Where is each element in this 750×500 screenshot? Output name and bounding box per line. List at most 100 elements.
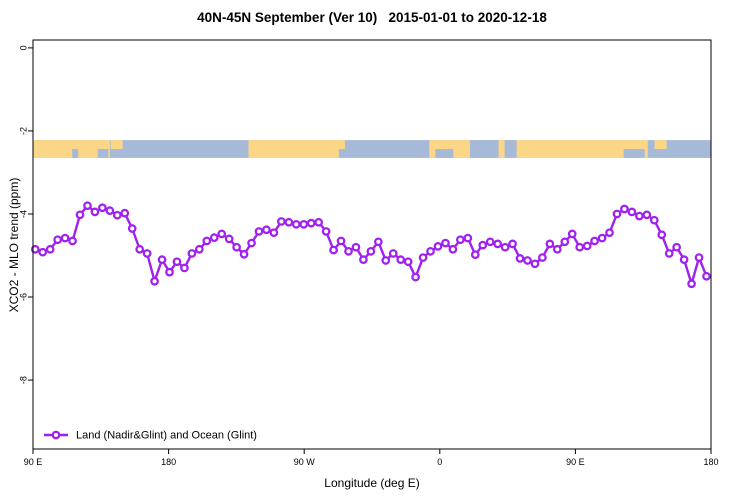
land-island	[110, 140, 123, 149]
data-point-marker	[381, 256, 391, 265]
data-point-marker	[60, 233, 70, 243]
land-island	[654, 140, 667, 149]
data-point-marker	[657, 230, 667, 240]
data-point-marker	[269, 228, 279, 238]
data-point-marker	[560, 237, 570, 247]
data-series	[30, 201, 711, 289]
data-point-marker	[433, 242, 443, 251]
y-tick-label: -8	[18, 376, 28, 384]
data-point-marker	[485, 237, 495, 247]
data-point-marker	[456, 235, 465, 245]
data-point-marker	[523, 256, 532, 265]
data-point-marker	[664, 249, 674, 258]
data-point-marker	[500, 242, 510, 252]
data-point-marker	[687, 279, 696, 289]
data-point-marker	[538, 253, 547, 262]
data-point-marker	[478, 240, 488, 250]
plot-border	[32, 39, 712, 450]
sea-patch	[97, 148, 109, 158]
data-point-marker	[262, 225, 271, 235]
data-point-marker	[396, 255, 406, 265]
data-point-marker	[127, 224, 137, 233]
data-point-marker	[135, 244, 145, 254]
data-point-marker	[366, 247, 376, 256]
y-tick-label: -2	[18, 127, 28, 135]
data-point-marker	[217, 229, 227, 239]
data-point-marker	[679, 255, 689, 265]
data-point-marker	[30, 244, 40, 254]
data-point-marker	[470, 250, 480, 260]
y-tick-label: 0	[18, 45, 28, 50]
data-point-marker	[441, 238, 450, 248]
data-point-marker	[635, 211, 644, 221]
data-point-marker	[612, 209, 622, 219]
data-point-marker	[545, 239, 555, 249]
data-point-marker	[448, 244, 458, 254]
data-point-marker	[590, 236, 599, 246]
data-point-marker	[165, 267, 174, 277]
x-axis-title: Longitude (deg E)	[324, 476, 420, 490]
data-point-marker	[120, 208, 130, 218]
data-point-marker	[157, 255, 167, 265]
data-point-marker	[329, 245, 338, 255]
data-point-marker	[112, 210, 122, 220]
chart-title: 40N-45N September (Ver 10) 2015-01-01 to…	[197, 10, 547, 25]
data-point-marker	[284, 217, 294, 227]
data-point-marker	[463, 233, 473, 243]
data-point-marker	[702, 271, 711, 281]
data-point-marker	[388, 249, 398, 258]
x-tick-label: 0	[437, 457, 442, 467]
y-axis-ticks: 0 -2 -4 -6 -8	[18, 45, 33, 384]
land-segment	[33, 140, 110, 158]
data-point-marker	[344, 247, 353, 256]
data-point-marker	[672, 242, 681, 252]
data-line	[34, 204, 708, 285]
data-point-marker	[202, 236, 212, 246]
data-point-marker	[38, 247, 48, 257]
data-point-marker	[627, 207, 637, 217]
land-island	[337, 140, 345, 149]
legend-marker	[51, 430, 61, 440]
data-point-marker	[493, 239, 503, 249]
data-point-marker	[508, 239, 517, 249]
data-point-marker	[209, 233, 219, 242]
x-axis-ticks: 90 E 180 90 W 0 90 E 180	[24, 449, 719, 467]
land-segment	[248, 140, 339, 158]
data-point-marker	[239, 249, 249, 259]
data-point-marker	[172, 257, 182, 267]
data-point-marker	[552, 244, 562, 254]
plot-box-outline	[32, 39, 712, 450]
y-tick-label: -4	[18, 210, 28, 218]
data-point-marker	[254, 227, 264, 236]
data-point-marker	[105, 206, 115, 216]
data-point-marker	[180, 263, 189, 273]
data-point-marker	[277, 217, 286, 226]
sea-patch	[72, 148, 79, 158]
data-point-marker	[306, 218, 316, 228]
land-segment	[429, 140, 648, 158]
data-point-marker	[194, 244, 204, 254]
data-point-marker	[403, 257, 413, 267]
y-axis-title: XCO2 - MLO trend (ppm)	[7, 177, 21, 313]
data-point-marker	[575, 242, 585, 252]
data-point-marker	[142, 249, 152, 258]
data-point-marker	[150, 276, 159, 286]
data-point-marker	[83, 201, 92, 211]
sea-patch	[623, 148, 645, 158]
data-point-marker	[314, 217, 324, 227]
data-point-marker	[597, 233, 607, 243]
sea-patch	[435, 148, 454, 158]
data-point-marker	[247, 238, 256, 248]
sea-patch	[469, 140, 499, 158]
data-point-marker	[75, 210, 85, 220]
data-point-marker	[426, 247, 435, 256]
data-point-marker	[530, 259, 540, 269]
x-tick-label: 90 E	[566, 457, 585, 467]
data-point-marker	[45, 244, 55, 254]
data-point-marker	[373, 237, 383, 247]
data-point-marker	[68, 236, 77, 246]
data-point-marker	[299, 220, 309, 229]
data-point-marker	[567, 229, 577, 239]
